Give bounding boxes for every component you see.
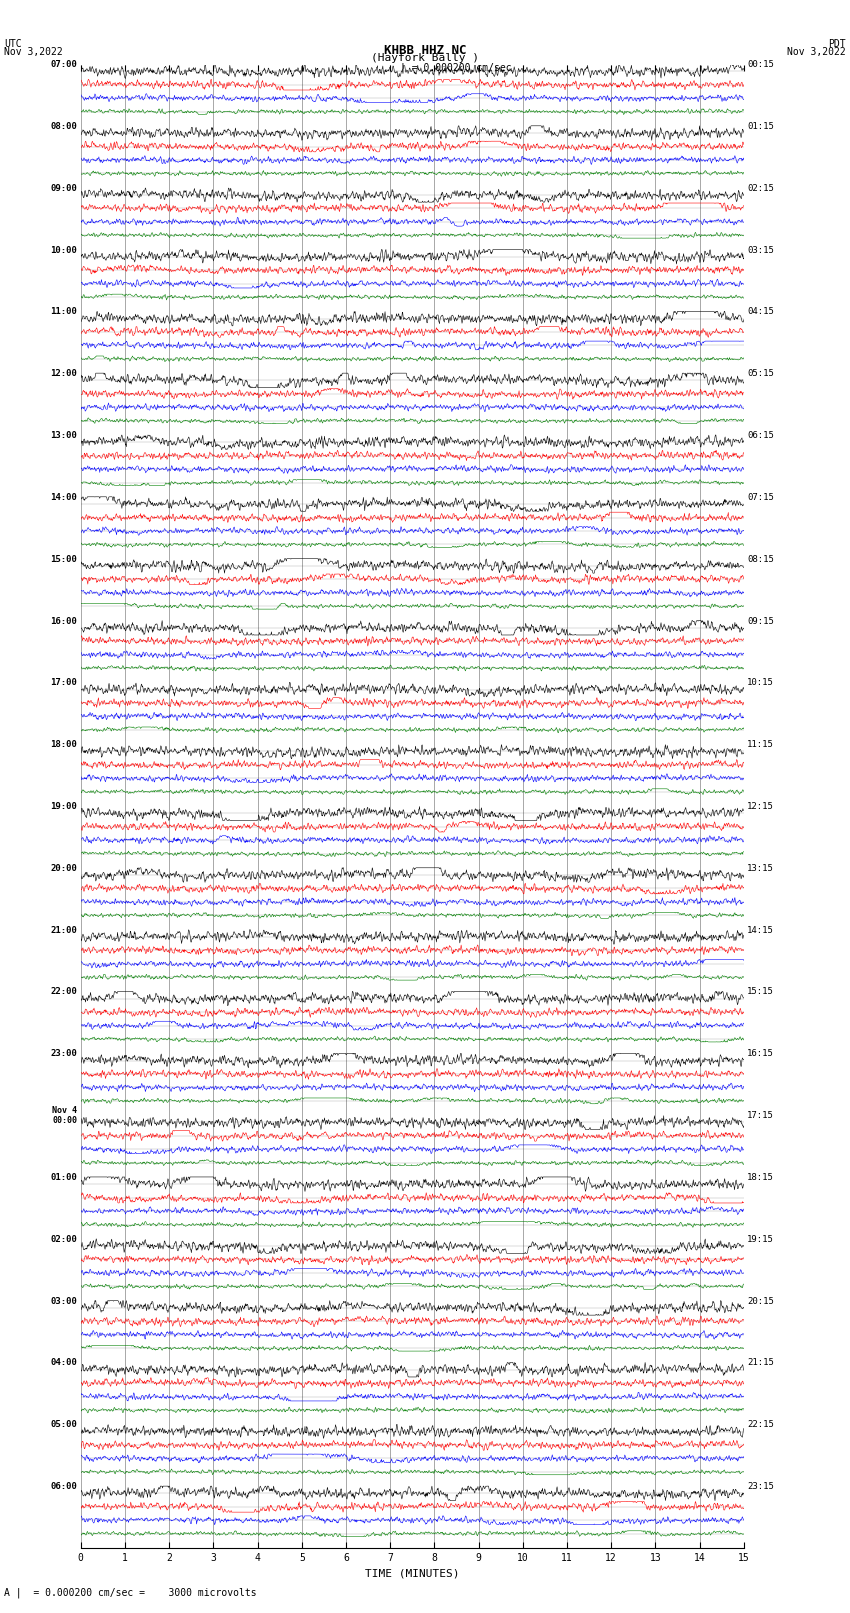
Text: KHBB HHZ NC: KHBB HHZ NC [383, 44, 467, 56]
Text: (Hayfork Bally ): (Hayfork Bally ) [371, 53, 479, 63]
Text: 02:15: 02:15 [747, 184, 774, 192]
Text: 11:15: 11:15 [747, 740, 774, 748]
Text: 22:00: 22:00 [50, 987, 77, 997]
Text: 10:00: 10:00 [50, 245, 77, 255]
Text: 19:15: 19:15 [747, 1236, 774, 1244]
Text: UTC: UTC [4, 39, 22, 48]
Text: 04:00: 04:00 [50, 1358, 77, 1368]
Text: 20:00: 20:00 [50, 865, 77, 873]
Text: 11:00: 11:00 [50, 308, 77, 316]
Text: 23:15: 23:15 [747, 1482, 774, 1490]
Text: 10:15: 10:15 [747, 679, 774, 687]
Text: 12:15: 12:15 [747, 802, 774, 811]
Text: 03:15: 03:15 [747, 245, 774, 255]
Text: 03:00: 03:00 [50, 1297, 77, 1305]
Text: 13:00: 13:00 [50, 431, 77, 440]
Text: 16:15: 16:15 [747, 1050, 774, 1058]
X-axis label: TIME (MINUTES): TIME (MINUTES) [365, 1569, 460, 1579]
Text: 09:00: 09:00 [50, 184, 77, 192]
Text: 08:00: 08:00 [50, 123, 77, 131]
Text: 14:00: 14:00 [50, 494, 77, 502]
Text: 15:00: 15:00 [50, 555, 77, 563]
Text: 13:15: 13:15 [747, 865, 774, 873]
Text: 06:15: 06:15 [747, 431, 774, 440]
Text: Nov 4
00:00: Nov 4 00:00 [53, 1107, 77, 1126]
Text: 06:00: 06:00 [50, 1482, 77, 1490]
Text: 15:15: 15:15 [747, 987, 774, 997]
Text: Nov 3,2022: Nov 3,2022 [4, 47, 63, 56]
Text: PDT: PDT [828, 39, 846, 48]
Text: A |  = 0.000200 cm/sec =    3000 microvolts: A | = 0.000200 cm/sec = 3000 microvolts [4, 1587, 257, 1598]
Text: 04:15: 04:15 [747, 308, 774, 316]
Text: 01:15: 01:15 [747, 123, 774, 131]
Text: 00:15: 00:15 [747, 60, 774, 69]
Text: | = 0.000200 cm/sec: | = 0.000200 cm/sec [400, 63, 511, 74]
Text: 14:15: 14:15 [747, 926, 774, 934]
Text: 12:00: 12:00 [50, 369, 77, 377]
Text: 08:15: 08:15 [747, 555, 774, 563]
Text: 23:00: 23:00 [50, 1050, 77, 1058]
Text: 18:15: 18:15 [747, 1173, 774, 1182]
Text: 22:15: 22:15 [747, 1421, 774, 1429]
Text: 20:15: 20:15 [747, 1297, 774, 1305]
Text: 05:00: 05:00 [50, 1421, 77, 1429]
Text: 19:00: 19:00 [50, 802, 77, 811]
Text: 16:00: 16:00 [50, 616, 77, 626]
Text: 05:15: 05:15 [747, 369, 774, 377]
Text: 18:00: 18:00 [50, 740, 77, 748]
Text: 07:15: 07:15 [747, 494, 774, 502]
Text: 21:00: 21:00 [50, 926, 77, 934]
Text: 21:15: 21:15 [747, 1358, 774, 1368]
Text: 17:15: 17:15 [747, 1111, 774, 1119]
Text: Nov 3,2022: Nov 3,2022 [787, 47, 846, 56]
Text: 02:00: 02:00 [50, 1236, 77, 1244]
Text: 09:15: 09:15 [747, 616, 774, 626]
Text: 01:00: 01:00 [50, 1173, 77, 1182]
Text: 17:00: 17:00 [50, 679, 77, 687]
Text: 07:00: 07:00 [50, 60, 77, 69]
